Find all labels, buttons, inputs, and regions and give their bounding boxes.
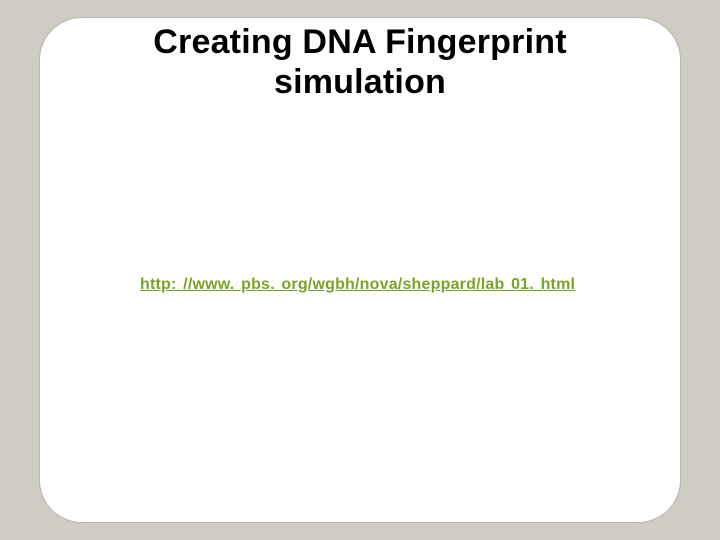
slide-background: Creating DNA Fingerprint simulation http… xyxy=(0,0,720,540)
slide-title: Creating DNA Fingerprint simulation xyxy=(40,22,680,102)
simulation-link[interactable]: http: //www. pbs. org/wgbh/nova/sheppard… xyxy=(140,276,575,293)
content-panel: Creating DNA Fingerprint simulation http… xyxy=(40,18,680,522)
link-container: http: //www. pbs. org/wgbh/nova/sheppard… xyxy=(140,276,575,294)
title-line-2: simulation xyxy=(274,63,446,101)
title-line-1: Creating DNA Fingerprint xyxy=(153,23,566,61)
